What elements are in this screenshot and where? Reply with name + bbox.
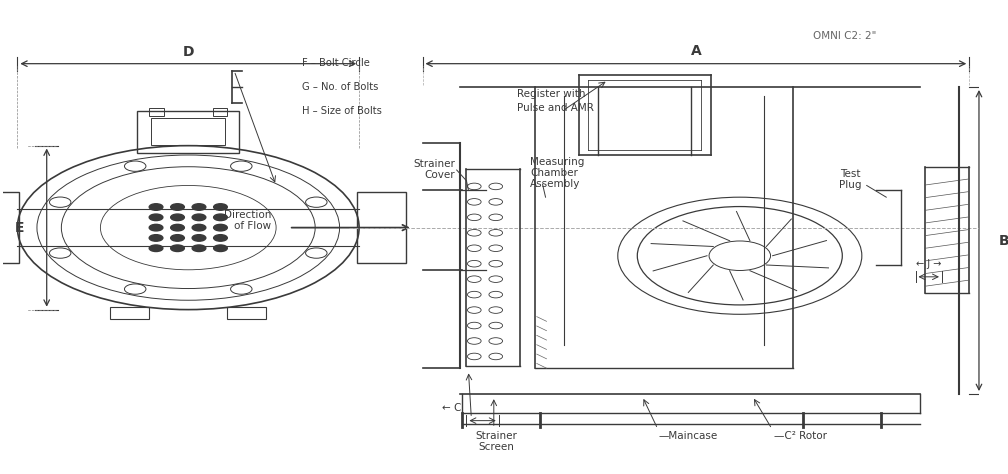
Circle shape [149, 245, 163, 252]
Circle shape [170, 214, 184, 220]
Bar [227, 307, 266, 319]
Text: Test: Test [840, 169, 861, 179]
Circle shape [214, 224, 227, 231]
Text: Cover: Cover [424, 170, 455, 180]
Bar [357, 192, 406, 263]
Text: Direction
of Flow: Direction of Flow [224, 210, 271, 231]
Circle shape [214, 235, 227, 241]
Circle shape [170, 224, 184, 231]
Text: F – Bolt Circle: F – Bolt Circle [302, 58, 370, 68]
Text: Assembly: Assembly [530, 179, 581, 189]
Circle shape [193, 245, 206, 252]
Circle shape [214, 214, 227, 220]
Text: D: D [182, 45, 194, 59]
Text: Strainer: Strainer [476, 431, 518, 441]
Circle shape [149, 204, 163, 210]
Circle shape [170, 245, 184, 252]
Text: Pulse and AMR: Pulse and AMR [517, 103, 594, 113]
Bar [137, 110, 239, 153]
Circle shape [149, 235, 163, 241]
Circle shape [170, 204, 184, 210]
Text: —C² Rotor: —C² Rotor [774, 431, 827, 441]
Bar [213, 108, 227, 116]
Text: Measuring: Measuring [530, 157, 585, 167]
Text: Screen: Screen [479, 442, 515, 452]
Text: H – Size of Bolts: H – Size of Bolts [302, 106, 382, 116]
Circle shape [214, 245, 227, 252]
Text: Plug: Plug [839, 180, 862, 190]
Circle shape [149, 214, 163, 220]
Text: Strainer: Strainer [413, 159, 455, 169]
Circle shape [193, 224, 206, 231]
Text: ← J →: ← J → [916, 259, 941, 269]
Circle shape [149, 224, 163, 231]
Text: Chamber: Chamber [530, 168, 578, 178]
Circle shape [193, 204, 206, 210]
Bar [149, 108, 164, 116]
Text: ← C: ← C [443, 402, 462, 412]
Text: —Maincase: —Maincase [659, 431, 718, 441]
Text: Register with: Register with [517, 89, 586, 99]
Text: B: B [999, 234, 1008, 247]
Circle shape [214, 204, 227, 210]
Circle shape [193, 214, 206, 220]
Circle shape [193, 235, 206, 241]
Text: A: A [690, 44, 702, 57]
Bar [151, 118, 226, 145]
Circle shape [170, 235, 184, 241]
Text: E: E [15, 220, 24, 235]
Bar [0, 192, 19, 263]
Text: G – No. of Bolts: G – No. of Bolts [302, 82, 379, 92]
Text: OMNI C2: 2": OMNI C2: 2" [813, 30, 877, 41]
Bar [110, 307, 149, 319]
